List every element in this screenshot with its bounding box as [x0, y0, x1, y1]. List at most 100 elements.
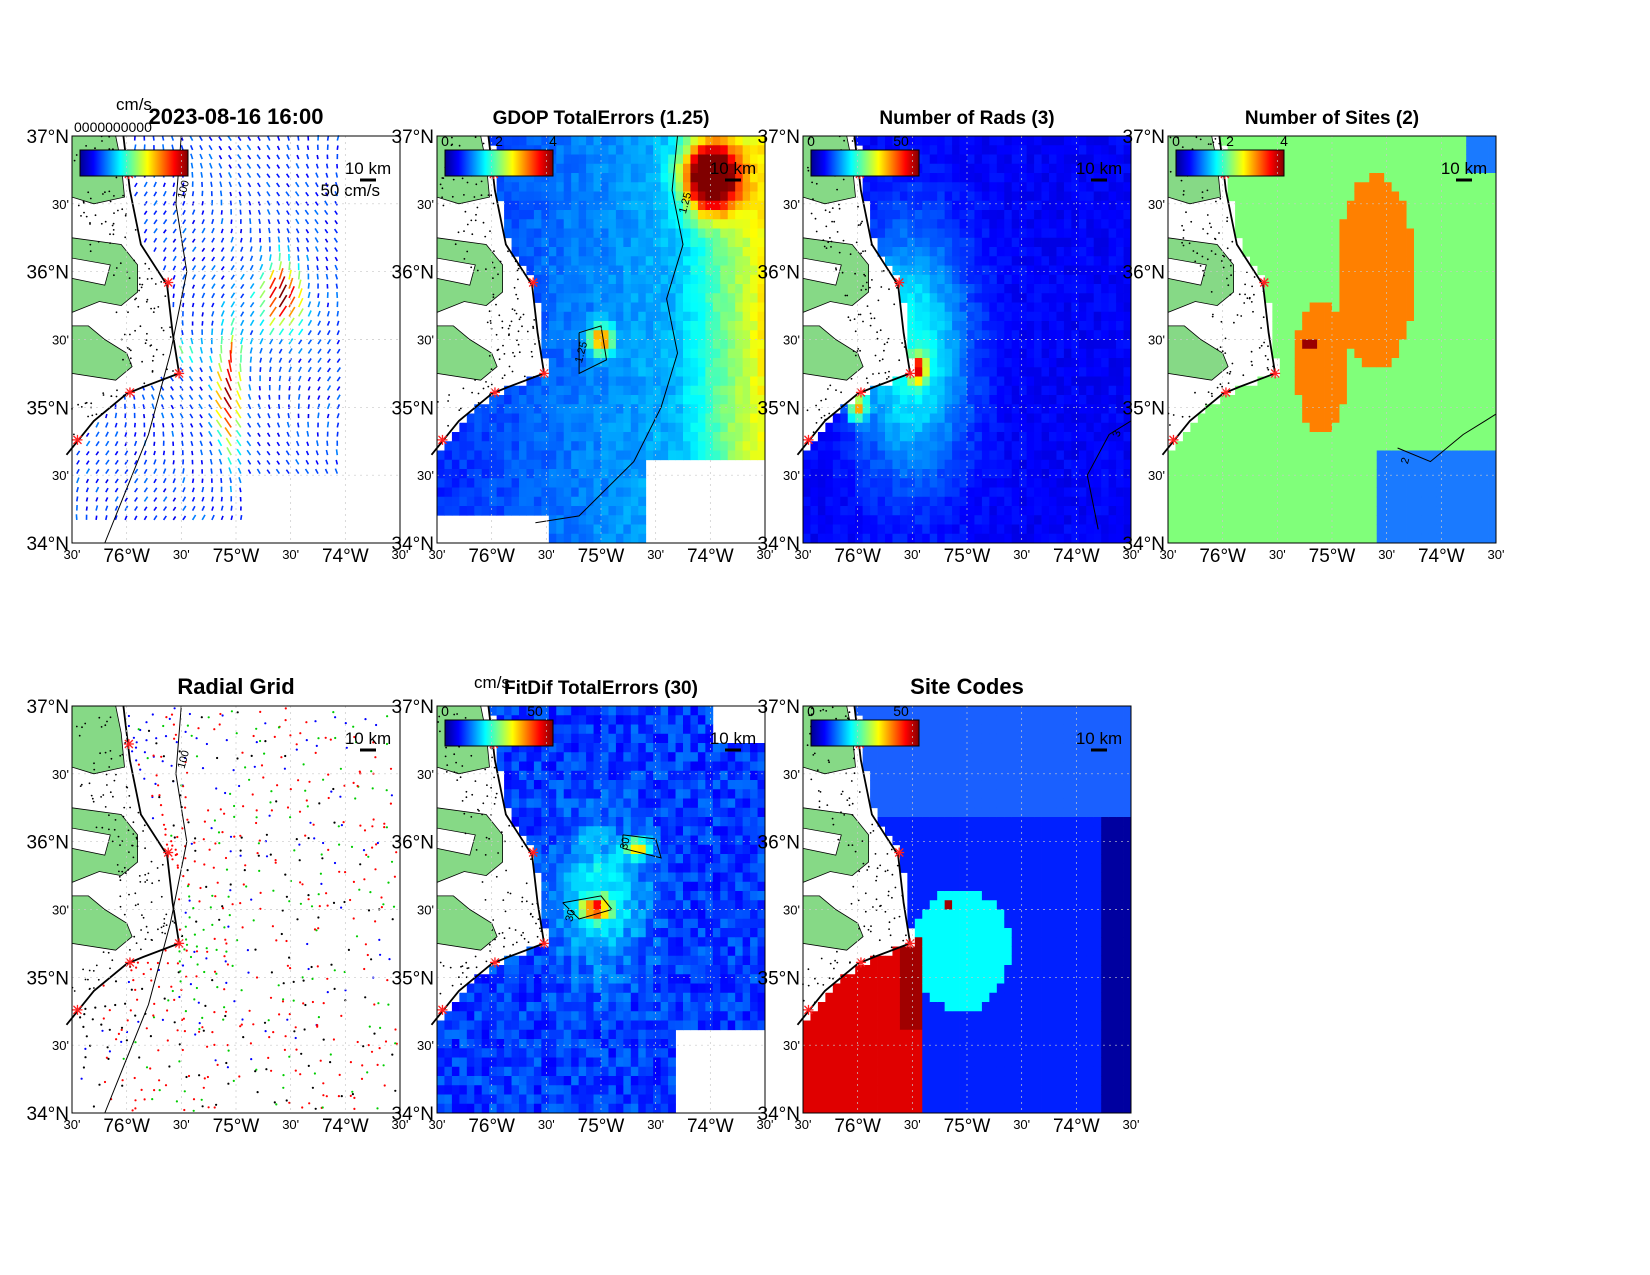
coastal-dot: [825, 225, 828, 228]
coastal-dot: [508, 365, 511, 368]
unit-label: cm/s: [116, 95, 152, 114]
data-cell: [750, 284, 758, 294]
data-cell: [712, 210, 721, 220]
coastal-dot: [100, 413, 103, 415]
coastal-dot: [448, 394, 450, 396]
data-cell: [1071, 358, 1080, 368]
coastal-dot: [883, 349, 885, 352]
data-cell: [571, 432, 580, 442]
current-vector: [201, 219, 205, 225]
coastal-dot: [121, 208, 124, 211]
site-marker: [437, 434, 448, 445]
data-cell: [750, 413, 758, 424]
current-vector: [162, 423, 165, 428]
data-cell: [1049, 506, 1057, 516]
data-cell: [1093, 154, 1102, 165]
current-vector: [143, 487, 148, 493]
data-cell: [1287, 247, 1296, 257]
data-cell: [1242, 524, 1251, 535]
data-cell: [1063, 247, 1072, 257]
current-vector: [326, 403, 331, 410]
data-cell: [757, 321, 766, 331]
data-cell: [705, 182, 714, 192]
data-cell: [437, 506, 445, 516]
data-cell: [571, 395, 580, 405]
data-cell: [556, 154, 565, 165]
current-vector: [334, 247, 338, 253]
current-vector: [229, 350, 232, 363]
data-cell: [653, 154, 662, 165]
coastal-dot: [844, 294, 847, 297]
data-cell: [750, 395, 758, 405]
data-cell: [1049, 265, 1057, 276]
current-vector: [162, 477, 167, 484]
data-cell: [996, 330, 1005, 340]
data-cell: [466, 459, 475, 470]
coastal-dot: [87, 415, 89, 418]
data-cell: [840, 459, 849, 470]
data-cell: [541, 487, 550, 498]
data-cell: [608, 302, 617, 313]
data-cell: [1279, 136, 1288, 146]
current-vector: [326, 302, 330, 308]
data-cell: [944, 321, 953, 331]
data-cell: [750, 311, 758, 322]
coastal-dot: [847, 316, 850, 319]
coastal-dot: [503, 353, 506, 355]
data-cell: [944, 422, 953, 433]
data-cell: [1056, 247, 1065, 257]
data-cell: [712, 284, 721, 294]
data-cell: [720, 265, 729, 276]
data-cell: [1257, 200, 1266, 211]
data-cell: [481, 404, 490, 414]
coastal-dot: [172, 370, 174, 372]
data-cell: [937, 515, 946, 525]
colorbar-tick: 2: [495, 133, 503, 149]
current-vector: [172, 506, 177, 512]
current-vector: [134, 487, 139, 493]
data-cell: [653, 219, 662, 229]
data-cell: [593, 182, 602, 192]
data-cell: [1004, 182, 1013, 192]
data-cell: [899, 496, 908, 507]
data-cell: [630, 256, 639, 266]
data-cell: [675, 302, 684, 313]
data-cell: [885, 200, 893, 211]
current-vector: [307, 348, 313, 354]
coastal-dot: [854, 354, 857, 357]
data-cell: [630, 210, 639, 220]
data-cell: [668, 432, 676, 442]
current-vector: [172, 293, 175, 299]
data-cell: [615, 441, 624, 451]
data-cell: [563, 173, 572, 183]
data-cell: [937, 311, 946, 322]
data-cell: [1242, 469, 1251, 479]
data-cell: [914, 219, 923, 229]
data-cell: [727, 274, 736, 285]
data-cell: [989, 293, 998, 303]
data-cell: [735, 210, 744, 220]
data-cell: [705, 348, 714, 359]
coastal-dot: [888, 370, 890, 373]
data-cell: [1287, 385, 1296, 396]
lon-tick-label: 30': [1013, 547, 1030, 562]
current-vector: [295, 228, 300, 234]
data-cell: [1078, 469, 1087, 479]
data-cell: [563, 459, 572, 470]
data-cell: [705, 367, 714, 377]
current-vector: [218, 449, 223, 456]
data-cell: [697, 441, 706, 451]
coastal-dot: [832, 413, 834, 415]
data-cell: [937, 284, 946, 294]
current-vector: [182, 302, 185, 308]
data-cell: [989, 191, 998, 202]
data-cell: [885, 515, 893, 525]
current-vector: [199, 432, 203, 437]
current-vector: [307, 366, 312, 373]
data-cell: [705, 432, 714, 442]
data-cell: [683, 339, 691, 350]
data-cell: [929, 404, 938, 414]
data-cell: [1257, 228, 1266, 239]
data-cell: [892, 173, 901, 183]
data-cell: [1049, 376, 1057, 387]
